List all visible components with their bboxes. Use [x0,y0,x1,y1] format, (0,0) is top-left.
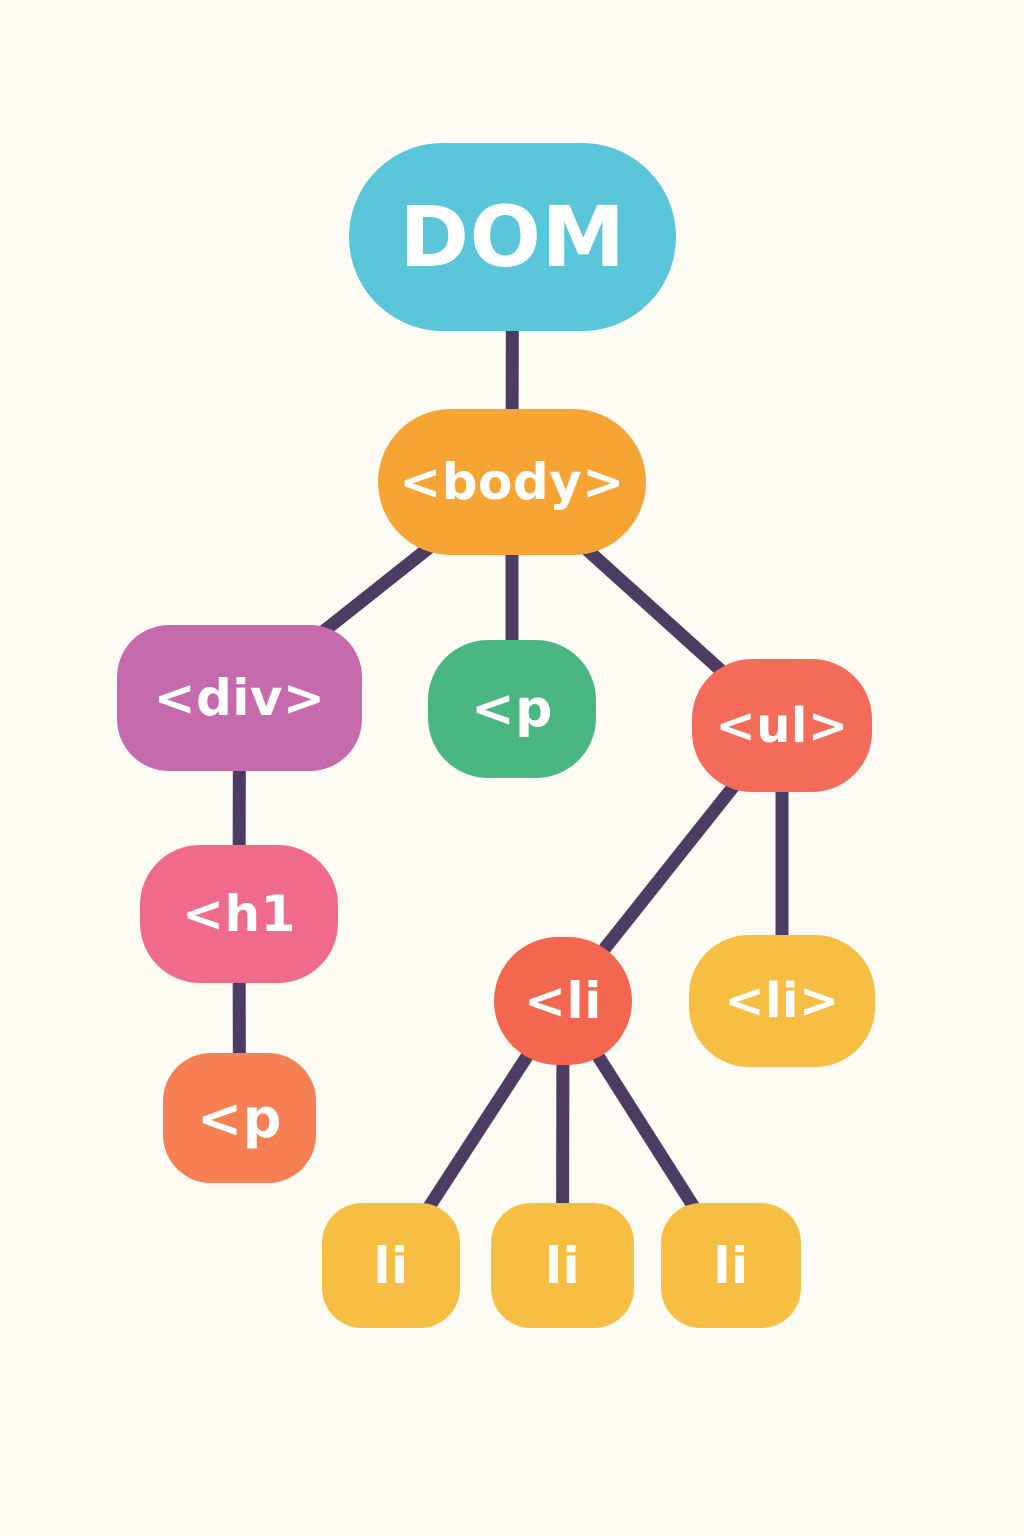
node-li-red-label: <li [524,972,602,1030]
node-h1-label: <h1 [182,885,296,943]
node-h1: <h1 [140,845,338,983]
node-dom: DOM [349,143,676,331]
node-li-red: <li [494,937,632,1065]
node-leaf-li-2: li [491,1203,634,1328]
node-li-closed: <li> [689,935,875,1067]
node-body-label: <body> [399,453,625,511]
node-p-bottom: <p [163,1053,316,1183]
node-ul-label: <ul> [715,697,849,754]
node-leaf-li-3-label: li [713,1236,749,1295]
node-div-label: <div> [153,669,326,727]
node-leaf-li-1-label: li [373,1236,409,1295]
node-leaf-li-1: li [322,1203,460,1328]
node-li-closed-label: <li> [724,973,840,1029]
node-leaf-li-2-label: li [544,1236,581,1295]
node-p-bottom-label: <p [197,1086,282,1150]
node-ul: <ul> [692,659,872,792]
node-dom-label: DOM [399,188,626,286]
node-p-top: <p [428,640,596,778]
node-div: <div> [117,625,362,771]
node-leaf-li-3: li [661,1203,801,1328]
node-body: <body> [378,409,646,555]
node-p-top-label: <p [471,679,553,739]
